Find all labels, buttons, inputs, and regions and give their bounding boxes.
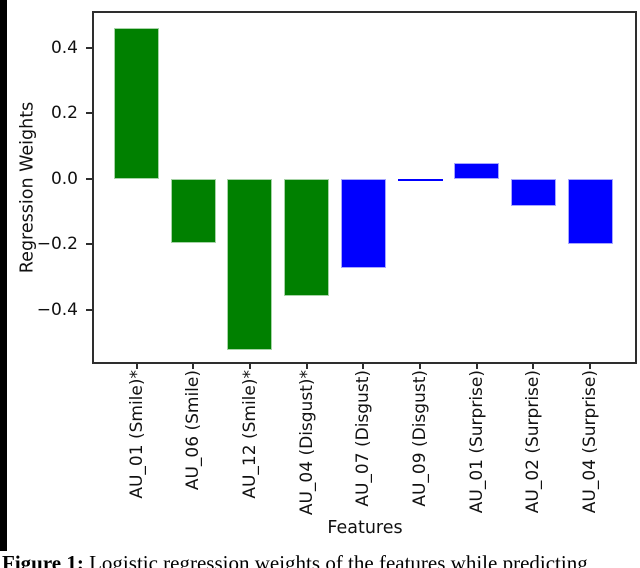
x-tick-label: AU_02 (Surprise): [523, 370, 544, 514]
y-tick-label: 0.2: [50, 103, 78, 124]
x-tick-mark: [532, 363, 535, 369]
y-tick-mark: [85, 177, 92, 180]
x-tick-mark: [248, 363, 251, 369]
bar: [114, 28, 159, 179]
x-tick-mark: [475, 363, 478, 369]
bar: [284, 178, 330, 296]
figure-caption-text: Logistic regression weights of the featu…: [83, 551, 588, 568]
x-tick-label: AU_06 (Smile): [183, 370, 204, 491]
x-tick-label: AU_04 (Disgust)*: [296, 370, 317, 516]
x-tick-label: AU_07 (Disgust): [353, 370, 374, 507]
plot-frame: [91, 10, 637, 364]
bar: [567, 178, 613, 245]
x-tick-mark: [135, 363, 138, 369]
bar: [397, 178, 443, 181]
y-tick-mark: [85, 308, 92, 311]
bar: [227, 178, 273, 350]
bar: [170, 178, 216, 244]
page-edge-strip: [0, 0, 7, 551]
x-tick-mark: [305, 363, 308, 369]
x-tick-label: AU_01 (Smile)*: [126, 370, 147, 499]
x-tick-mark: [589, 363, 592, 369]
x-tick-label: AU_01 (Surprise): [466, 370, 487, 514]
bar: [454, 163, 500, 179]
y-tick-mark: [85, 243, 92, 246]
bar: [340, 178, 386, 268]
x-tick-mark: [362, 363, 365, 369]
x-tick-label: AU_04 (Surprise): [580, 370, 601, 514]
y-tick-label: −0.4: [36, 299, 78, 320]
x-tick-label: AU_12 (Smile)*: [239, 370, 260, 499]
y-tick-mark: [85, 112, 92, 115]
y-tick-label: 0.0: [50, 168, 78, 189]
x-axis-label: Features: [327, 518, 403, 538]
y-tick-label: −0.2: [36, 234, 78, 255]
bar: [510, 178, 556, 207]
x-tick-mark: [419, 363, 421, 369]
y-tick-label: 0.4: [50, 37, 78, 58]
y-tick-mark: [85, 46, 92, 49]
figure-caption-number: Figure 1:: [2, 551, 84, 568]
x-tick-mark: [192, 363, 195, 369]
x-tick-label: AU_09 (Disgust): [410, 370, 430, 507]
figure-caption: Figure 1: Logistic regression weights of…: [2, 551, 588, 568]
y-axis-label: Regression Weights: [17, 101, 38, 274]
